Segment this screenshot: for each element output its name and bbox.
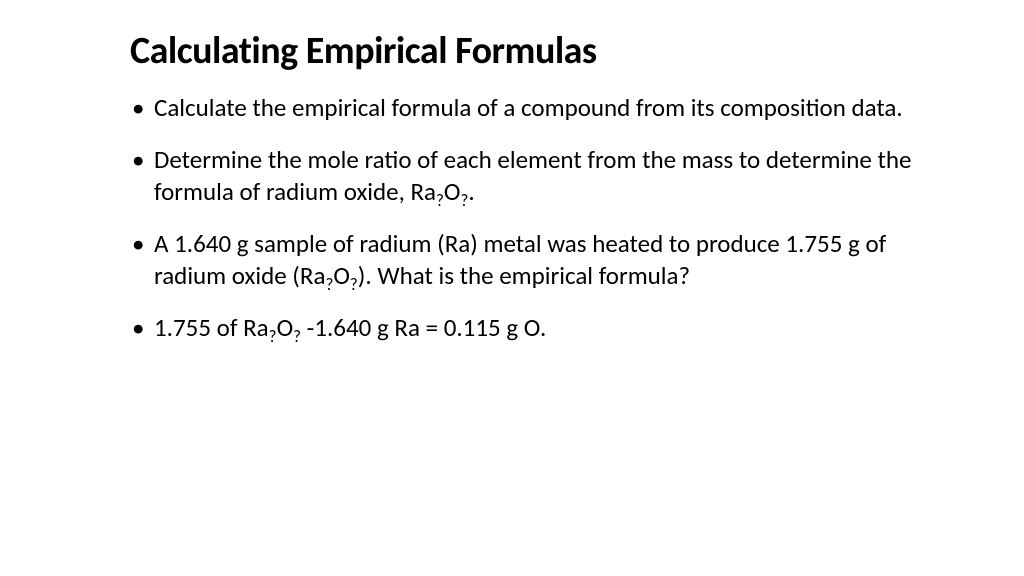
bullet-text: 1.755 of Ra xyxy=(154,312,269,343)
bullet-list: Calculate the empirical formula of a com… xyxy=(130,92,954,344)
subscript-text: ? xyxy=(350,274,358,295)
bullet-text: O xyxy=(277,312,294,343)
subscript-text: ? xyxy=(293,326,301,347)
bullet-text: ). What is the empirical formula? xyxy=(358,260,690,291)
slide-title: Calculating Empirical Formulas xyxy=(130,30,954,74)
bullet-item: 1.755 of Ra?O? -1.640 g Ra = 0.115 g O. xyxy=(150,312,954,344)
slide: Calculating Empirical Formulas Calculate… xyxy=(0,0,1024,576)
bullet-item: Calculate the empirical formula of a com… xyxy=(150,92,954,124)
bullet-text: O xyxy=(333,260,350,291)
bullet-text: Determine the mole ratio of each element… xyxy=(154,144,911,207)
bullet-text: Calculate the empirical formula of a com… xyxy=(154,92,903,123)
bullet-text: O xyxy=(444,176,461,207)
bullet-item: A 1.640 g sample of radium (Ra) metal wa… xyxy=(150,228,954,292)
subscript-text: ? xyxy=(436,190,444,211)
bullet-text: . xyxy=(468,176,474,207)
bullet-item: Determine the mole ratio of each element… xyxy=(150,144,954,208)
bullet-text: -1.640 g Ra = 0.115 g O. xyxy=(301,312,546,343)
subscript-text: ? xyxy=(269,326,277,347)
